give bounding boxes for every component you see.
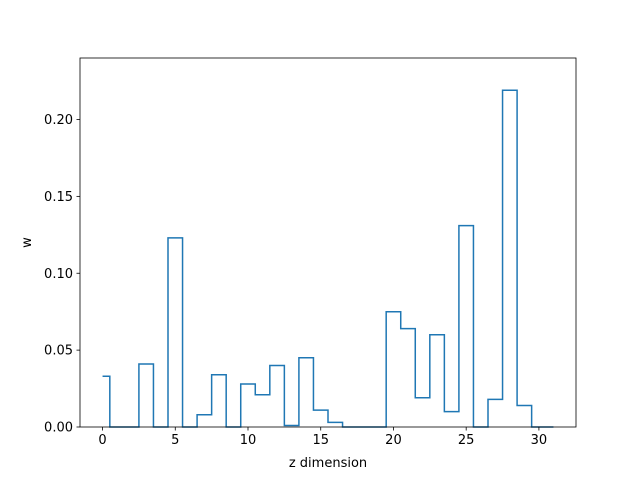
x-tick-label: 30 — [531, 433, 548, 448]
x-axis-label: z dimension — [289, 456, 367, 471]
y-axis-label: w — [20, 237, 35, 248]
y-axis: 0.00 0.05 0.10 0.15 0.20 — [44, 113, 80, 436]
x-tick-label: 20 — [385, 433, 402, 448]
x-tick-label: 15 — [312, 433, 329, 448]
plot-frame — [79, 57, 577, 428]
y-tick-label: 0.20 — [44, 113, 73, 128]
x-tick-label: 25 — [458, 433, 475, 448]
x-tick-label: 5 — [171, 433, 179, 448]
y-tick-label: 0.10 — [44, 267, 73, 282]
y-tick-label: 0.05 — [44, 344, 73, 359]
y-tick-label: 0.15 — [44, 190, 73, 205]
x-axis: 0 5 10 15 20 25 30 — [98, 427, 547, 448]
x-tick-label: 0 — [98, 433, 106, 448]
y-tick-label: 0.00 — [44, 421, 73, 436]
x-tick-label: 10 — [240, 433, 257, 448]
